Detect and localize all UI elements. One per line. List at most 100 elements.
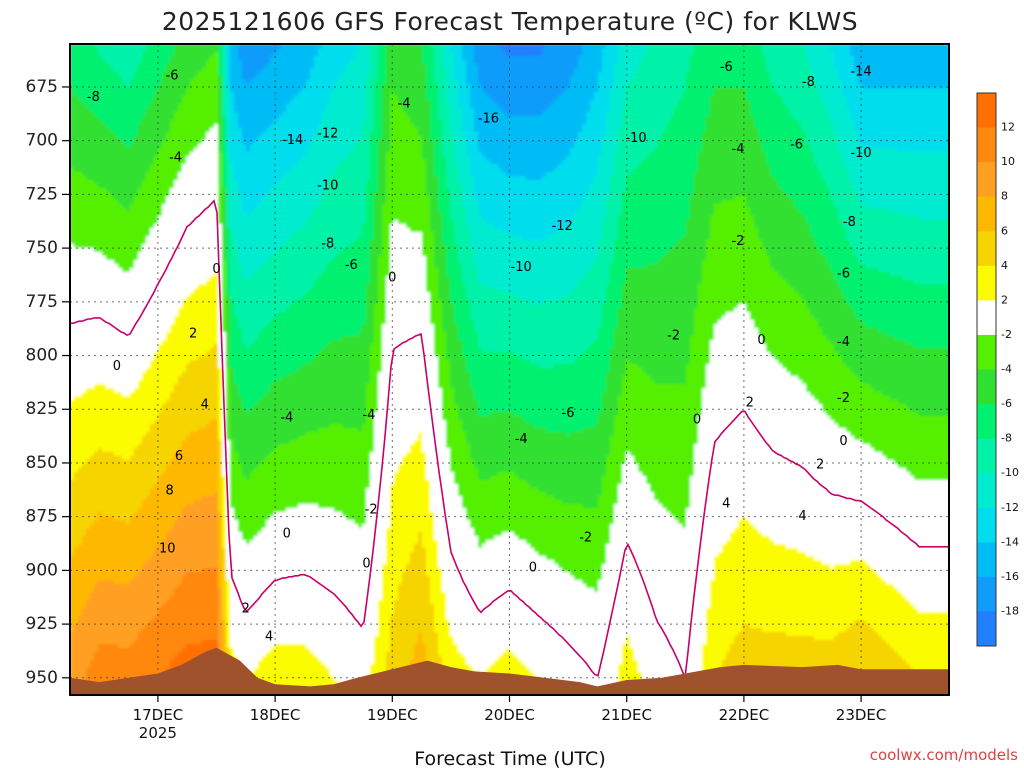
temperature-cell xyxy=(134,608,139,613)
temperature-cell xyxy=(174,372,179,377)
temperature-cell xyxy=(166,556,171,561)
temperature-cell xyxy=(130,564,135,569)
temperature-cell xyxy=(162,200,167,205)
temperature-cell xyxy=(142,584,147,589)
temperature-cell xyxy=(146,44,151,49)
temperature-cell xyxy=(126,624,131,629)
temperature-cell xyxy=(158,240,163,245)
temperature-cell xyxy=(78,64,83,69)
temperature-cell xyxy=(130,408,135,413)
temperature-cell xyxy=(190,308,195,313)
temperature-cell xyxy=(90,168,95,173)
temperature-cell xyxy=(162,284,167,289)
temperature-cell xyxy=(150,148,155,153)
temperature-cell xyxy=(150,640,155,645)
temperature-cell xyxy=(106,496,111,501)
temperature-cell xyxy=(182,92,187,97)
temperature-cell xyxy=(158,472,163,477)
temperature-cell xyxy=(86,668,91,673)
temperature-cell xyxy=(110,468,115,473)
temperature-cell xyxy=(134,140,139,145)
temperature-cell xyxy=(78,376,83,381)
temperature-cell xyxy=(114,560,119,565)
temperature-cell xyxy=(190,384,195,389)
temperature-cell xyxy=(174,212,179,217)
temperature-cell xyxy=(134,136,139,141)
temperature-cell xyxy=(158,504,163,509)
temperature-cell xyxy=(142,616,147,621)
temperature-cell xyxy=(174,516,179,521)
temperature-cell xyxy=(102,300,107,305)
temperature-cell xyxy=(190,204,195,209)
temperature-cell xyxy=(138,588,143,593)
temperature-cell xyxy=(154,428,159,433)
temperature-cell xyxy=(102,416,107,421)
temperature-cell xyxy=(130,140,135,145)
temperature-cell xyxy=(126,48,131,53)
temperature-cell xyxy=(154,348,159,353)
temperature-cell xyxy=(162,76,167,81)
temperature-cell xyxy=(114,320,119,325)
temperature-cell xyxy=(170,44,175,49)
temperature-cell xyxy=(170,364,175,369)
temperature-cell xyxy=(114,328,119,333)
temperature-cell xyxy=(86,528,91,533)
temperature-cell xyxy=(138,660,143,665)
temperature-cell xyxy=(78,328,83,333)
temperature-cell xyxy=(102,144,107,149)
temperature-cell xyxy=(154,320,159,325)
temperature-cell xyxy=(78,432,83,437)
temperature-cell xyxy=(86,420,91,425)
temperature-cell xyxy=(86,516,91,521)
temperature-cell xyxy=(146,660,151,665)
temperature-cell xyxy=(174,324,179,329)
temperature-cell xyxy=(182,480,187,485)
temperature-cell xyxy=(182,320,187,325)
temperature-cell xyxy=(130,368,135,373)
temperature-cell xyxy=(146,396,151,401)
temperature-cell xyxy=(134,148,139,153)
temperature-cell xyxy=(70,664,75,669)
temperature-cell xyxy=(98,332,103,337)
temperature-cell xyxy=(178,512,183,517)
temperature-cell xyxy=(162,548,167,553)
temperature-cell xyxy=(182,176,187,181)
temperature-cell xyxy=(114,416,119,421)
temperature-cell xyxy=(138,500,143,505)
temperature-cell xyxy=(154,60,159,65)
temperature-cell xyxy=(186,560,191,565)
temperature-cell xyxy=(166,224,171,229)
temperature-cell xyxy=(70,644,75,649)
temperature-cell xyxy=(158,200,163,205)
temperature-cell xyxy=(178,292,183,297)
temperature-cell xyxy=(166,64,171,69)
temperature-cell xyxy=(90,184,95,189)
temperature-cell xyxy=(190,52,195,57)
temperature-cell xyxy=(106,204,111,209)
temperature-cell xyxy=(134,440,139,445)
temperature-cell xyxy=(154,400,159,405)
temperature-cell xyxy=(86,428,91,433)
temperature-cell xyxy=(130,52,135,57)
temperature-cell xyxy=(142,664,147,669)
temperature-cell xyxy=(74,88,79,93)
temperature-cell xyxy=(106,352,111,357)
temperature-cell xyxy=(86,520,91,525)
temperature-cell xyxy=(110,664,115,669)
temperature-cell xyxy=(114,84,119,89)
temperature-cell xyxy=(122,244,127,249)
temperature-cell xyxy=(134,588,139,593)
temperature-cell xyxy=(130,152,135,157)
temperature-cell xyxy=(190,444,195,449)
temperature-cell xyxy=(110,424,115,429)
temperature-cell xyxy=(110,452,115,457)
temperature-cell xyxy=(130,276,135,281)
temperature-cell xyxy=(102,604,107,609)
temperature-cell xyxy=(154,568,159,573)
temperature-cell xyxy=(142,460,147,465)
temperature-cell xyxy=(90,304,95,309)
temperature-cell xyxy=(78,508,83,513)
temperature-cell xyxy=(122,620,127,625)
temperature-cell xyxy=(114,672,119,677)
temperature-cell xyxy=(170,480,175,485)
